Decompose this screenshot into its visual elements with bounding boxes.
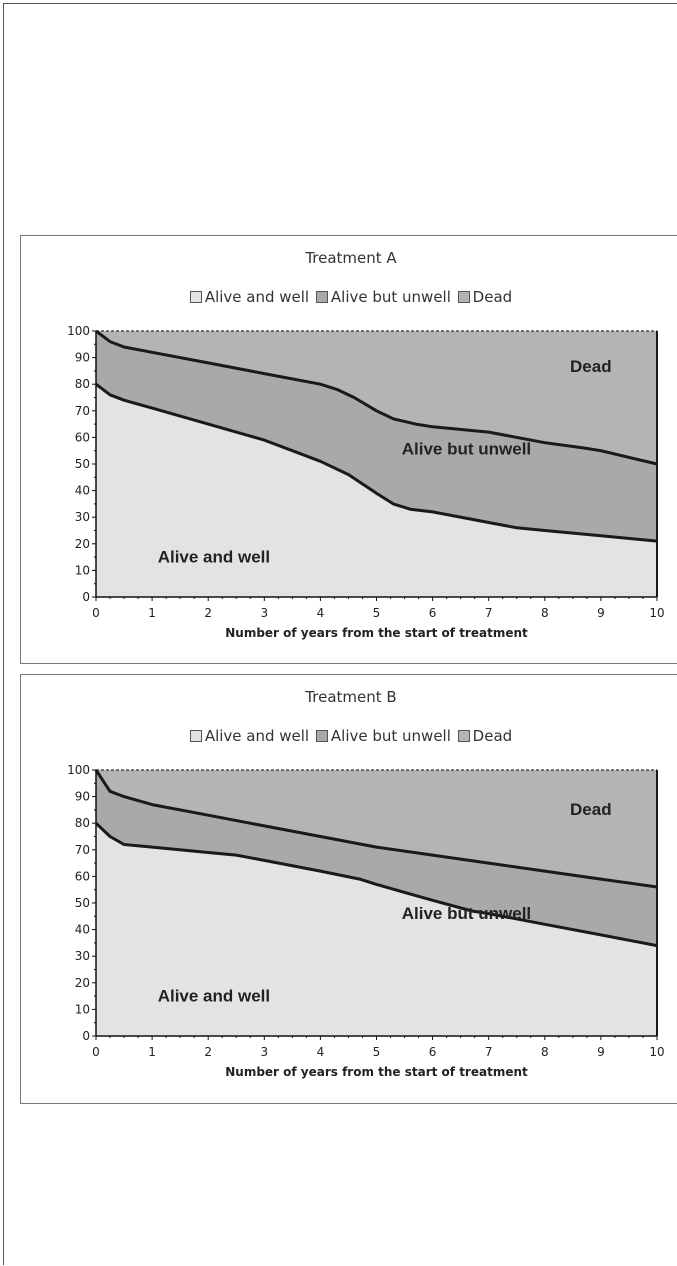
x-tick-label: 9 bbox=[597, 606, 605, 620]
region-label-alive-and-well: Alive and well bbox=[158, 986, 270, 1005]
area-alive-and-well bbox=[96, 823, 657, 1036]
x-tick-label: 3 bbox=[260, 606, 268, 620]
chart-plot-svg: 0 10 20 30 40 50 60 70 80 90 100 0 1 2 3 4 5 6 7 8 9 10 Number… bbox=[67, 324, 665, 640]
y-tick-label: 80 bbox=[75, 377, 90, 391]
legend-item-alive-and-well: Alive and well bbox=[189, 288, 310, 306]
x-tick-label: 0 bbox=[92, 606, 100, 620]
area-alive-and-well bbox=[96, 384, 657, 597]
y-tick-label: 20 bbox=[75, 976, 90, 990]
legend-item-dead: Dead bbox=[457, 727, 513, 745]
x-tick-label: 3 bbox=[260, 1045, 268, 1059]
x-tick-label: 6 bbox=[429, 606, 437, 620]
legend: Alive and well Alive but unwell Dead bbox=[21, 727, 677, 745]
line-alive-and-well bbox=[95, 383, 658, 543]
y-tick-label: 60 bbox=[75, 430, 90, 444]
x-tick-label: 7 bbox=[485, 1045, 493, 1059]
x-tick-label: 10 bbox=[649, 1045, 664, 1059]
y-tick-label: 100 bbox=[67, 324, 90, 338]
y-tick-label: 50 bbox=[75, 896, 90, 910]
y-tick-label: 90 bbox=[75, 351, 90, 365]
y-tick-label: 10 bbox=[75, 563, 90, 577]
legend-label: Dead bbox=[472, 288, 513, 306]
legend-label: Dead bbox=[472, 727, 513, 745]
y-tick-label: 100 bbox=[67, 763, 90, 777]
y-tick-label: 60 bbox=[75, 869, 90, 883]
legend-label: Alive and well bbox=[204, 288, 310, 306]
page-frame bbox=[3, 3, 677, 1265]
x-axis-title: Number of years from the start of treatm… bbox=[225, 626, 528, 640]
line-alive-total bbox=[95, 329, 658, 466]
legend-swatch-alive-but-unwell bbox=[315, 730, 328, 742]
y-tick-label: 80 bbox=[75, 816, 90, 830]
x-axis-title: Number of years from the start of treatm… bbox=[225, 1065, 528, 1079]
legend-label: Alive and well bbox=[204, 727, 310, 745]
region-label-dead: Dead bbox=[570, 800, 612, 819]
y-tick-label: 20 bbox=[75, 537, 90, 551]
legend-swatch-alive-and-well bbox=[189, 291, 202, 303]
x-tick-label: 1 bbox=[148, 606, 156, 620]
legend-swatch-alive-but-unwell bbox=[315, 291, 328, 303]
x-tick-label: 8 bbox=[541, 606, 549, 620]
region-label-dead: Dead bbox=[570, 357, 612, 376]
y-tick-label: 70 bbox=[75, 404, 90, 418]
y-tick-label: 30 bbox=[75, 949, 90, 963]
chart-panel-treatment-a: Treatment A Alive and well Alive but unw… bbox=[20, 235, 677, 664]
legend-label: Alive but unwell bbox=[330, 288, 451, 306]
y-tick-label: 70 bbox=[75, 843, 90, 857]
legend-swatch-dead bbox=[457, 291, 470, 303]
region-label-alive-but-unwell: Alive but unwell bbox=[402, 440, 531, 459]
legend-item-alive-but-unwell: Alive but unwell bbox=[315, 727, 451, 745]
chart-title: Treatment B bbox=[305, 688, 397, 706]
legend-item-alive-and-well: Alive and well bbox=[189, 727, 310, 745]
chart-title: Treatment A bbox=[305, 249, 397, 267]
line-alive-total bbox=[94, 769, 658, 889]
x-tick-label: 10 bbox=[649, 606, 664, 620]
y-tick-label: 10 bbox=[75, 1002, 90, 1016]
x-tick-label: 4 bbox=[317, 606, 325, 620]
y-tick-label: 0 bbox=[82, 1029, 90, 1043]
x-tick-label: 6 bbox=[429, 1045, 437, 1059]
legend-item-dead: Dead bbox=[457, 288, 513, 306]
legend: Alive and well Alive but unwell Dead bbox=[21, 288, 677, 306]
region-label-alive-and-well: Alive and well bbox=[158, 547, 270, 566]
x-tick-label: 5 bbox=[373, 606, 381, 620]
region-label-alive-but-unwell: Alive but unwell bbox=[402, 904, 531, 923]
x-tick-label: 5 bbox=[373, 1045, 381, 1059]
chart-plot-svg: 0 10 20 30 40 50 60 70 80 90 100 0 1 2 3 4 5 6 7 8 9 10 Number… bbox=[67, 763, 665, 1079]
legend-swatch-alive-and-well bbox=[189, 730, 202, 742]
legend-item-alive-but-unwell: Alive but unwell bbox=[315, 288, 451, 306]
y-tick-label: 40 bbox=[75, 923, 90, 937]
x-tick-label: 9 bbox=[597, 1045, 605, 1059]
y-tick-label: 40 bbox=[75, 484, 90, 498]
y-tick-label: 30 bbox=[75, 510, 90, 524]
legend-label: Alive but unwell bbox=[330, 727, 451, 745]
x-tick-label: 2 bbox=[204, 606, 212, 620]
x-tick-label: 0 bbox=[92, 1045, 100, 1059]
line-alive-and-well bbox=[94, 822, 658, 948]
chart-panel-treatment-b: Treatment B Alive and well Alive but unw… bbox=[20, 674, 677, 1104]
y-tick-label: 50 bbox=[75, 457, 90, 471]
x-tick-label: 1 bbox=[148, 1045, 156, 1059]
x-tick-label: 7 bbox=[485, 606, 493, 620]
x-tick-label: 4 bbox=[317, 1045, 325, 1059]
legend-swatch-dead bbox=[457, 730, 470, 742]
x-tick-label: 8 bbox=[541, 1045, 549, 1059]
y-tick-label: 90 bbox=[75, 790, 90, 804]
y-tick-label: 0 bbox=[82, 590, 90, 604]
x-tick-label: 2 bbox=[204, 1045, 212, 1059]
